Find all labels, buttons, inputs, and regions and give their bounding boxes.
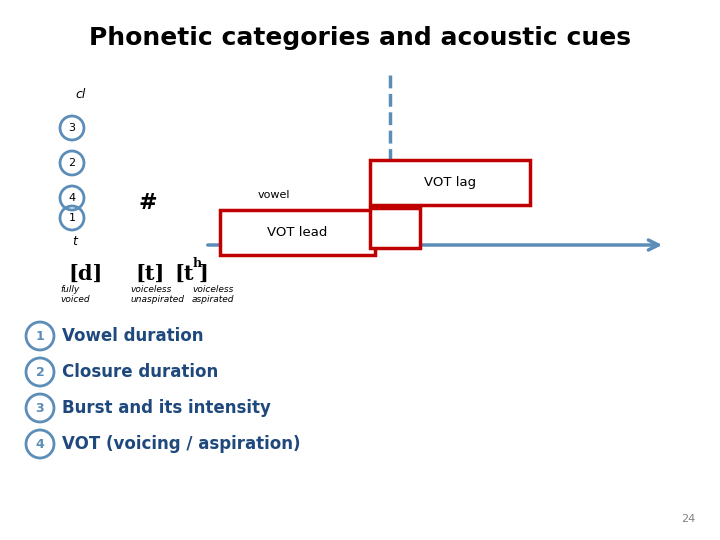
Text: voiceless: voiceless: [130, 285, 171, 294]
Text: 2: 2: [35, 366, 45, 379]
Text: h: h: [193, 257, 202, 270]
Text: 1: 1: [35, 329, 45, 342]
Text: VOT lag: VOT lag: [424, 176, 476, 189]
Text: voiced: voiced: [60, 295, 89, 304]
Bar: [220, 210, 375, 255]
Text: #: #: [139, 193, 157, 213]
Text: t: t: [72, 235, 77, 248]
Text: [t: [t: [174, 264, 194, 284]
Text: cl: cl: [75, 88, 86, 101]
Text: 3: 3: [36, 402, 45, 415]
Text: [d]: [d]: [68, 264, 102, 284]
Text: VOT (voicing / aspiration): VOT (voicing / aspiration): [62, 435, 300, 453]
Text: aspirated: aspirated: [192, 295, 235, 304]
Text: VOT lead: VOT lead: [267, 226, 328, 239]
Text: ]: ]: [199, 264, 209, 284]
Text: Vowel duration: Vowel duration: [62, 327, 204, 345]
Text: 3: 3: [68, 123, 76, 133]
Text: voiceless: voiceless: [192, 285, 233, 294]
Bar: [370, 208, 420, 248]
Text: vowel: vowel: [258, 190, 290, 200]
Text: Phonetic categories and acoustic cues: Phonetic categories and acoustic cues: [89, 26, 631, 50]
Bar: [370, 160, 530, 205]
Text: 4: 4: [68, 193, 76, 203]
Text: Closure duration: Closure duration: [62, 363, 218, 381]
Text: fully: fully: [60, 285, 79, 294]
Text: 24: 24: [680, 514, 695, 524]
Text: unaspirated: unaspirated: [130, 295, 184, 304]
Text: 2: 2: [68, 158, 76, 168]
Text: 1: 1: [68, 213, 76, 223]
Text: 4: 4: [35, 437, 45, 450]
Text: Burst and its intensity: Burst and its intensity: [62, 399, 271, 417]
Text: [t]: [t]: [135, 264, 164, 284]
